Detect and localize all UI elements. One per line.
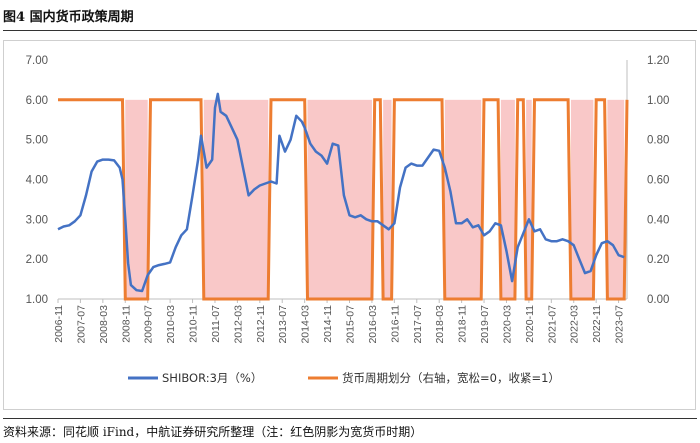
y-right-tick-label: 0.40: [647, 214, 669, 226]
loose-period-band: [125, 99, 148, 299]
y-right-tick-label: 0.00: [647, 294, 669, 306]
shibor-3m-line: [57, 92, 625, 293]
top-rule: [3, 30, 697, 31]
figure-title: 图4 国内货币政策周期: [3, 10, 134, 25]
loose-period-band: [607, 99, 625, 299]
legend-label-shibor: SHIBOR:3月（%）: [162, 371, 262, 385]
x-tick-label: 2008-11: [120, 305, 132, 343]
x-tick-label: 2016-11: [389, 305, 401, 343]
loose-period-band: [383, 99, 392, 299]
x-tick-label: 2014-11: [322, 305, 334, 343]
y-left-tick-label: 1.00: [26, 294, 48, 306]
x-tick-label: 2019-07: [479, 305, 491, 344]
x-tick-label: 2022-11: [591, 305, 603, 343]
x-tick-label: 2021-07: [546, 305, 558, 344]
y-right-tick-label: 0.20: [647, 254, 669, 266]
series-lines: [57, 92, 629, 301]
y-left-tick-label: 4.00: [26, 175, 48, 187]
legend-label-cycle: 货币周期划分（右轴，宽松=0，收紧=1）: [342, 371, 560, 385]
loose-period-band: [526, 99, 532, 299]
x-tick-label: 2014-03: [300, 305, 312, 344]
x-tick-label: 2022-03: [569, 305, 581, 344]
x-tick-label: 2017-07: [412, 305, 424, 344]
y-right-tick-label: 0.60: [647, 175, 669, 187]
tick-labels: 1.00 2.00 3.00 4.00 5.00 6.00 7.00 0.00 0.20 0.40…: [26, 55, 670, 344]
x-tick-label: 2018-11: [457, 305, 469, 343]
x-tick-label: 2023-07: [614, 305, 626, 344]
y-right-tick-label: 1.00: [647, 95, 669, 107]
x-tick-label: 2010-11: [188, 305, 200, 343]
y-left-tick-label: 5.00: [26, 135, 48, 147]
x-tick-label: 2009-07: [143, 305, 155, 344]
bottom-rule: [3, 418, 697, 419]
y-right-tick-label: 1.20: [647, 55, 669, 67]
y-left-tick-label: 7.00: [26, 55, 48, 67]
x-tick-label: 2020-11: [524, 305, 536, 343]
x-tick-label: 2018-03: [434, 305, 446, 344]
x-tick-label: 2007-07: [75, 305, 87, 344]
x-tick-label: 2012-11: [255, 305, 267, 343]
x-tick-label: 2006-11: [53, 305, 65, 343]
x-tick-label: 2010-03: [165, 305, 177, 344]
legend: SHIBOR:3月（%） 货币周期划分（右轴，宽松=0，收紧=1）: [128, 371, 560, 385]
y-left-tick-label: 3.00: [26, 214, 48, 226]
x-tick-label: 2020-03: [501, 305, 513, 344]
loose-period-band: [444, 99, 482, 299]
x-tick-label: 2008-03: [98, 305, 110, 344]
y-right-tick-label: 0.80: [647, 135, 669, 147]
x-tick-label: 2011-07: [210, 305, 222, 343]
x-tick-label: 2013-07: [277, 305, 289, 344]
y-left-tick-label: 2.00: [26, 254, 48, 266]
policy-cycle-line: [58, 98, 629, 301]
x-tick-label: 2016-03: [367, 305, 379, 344]
x-tick-label: 2015-07: [345, 305, 357, 344]
source-note: 资料来源：同花顺 iFind，中航证券研究所整理（注：红色阴影为宽货币时期）: [3, 425, 423, 439]
x-tick-label: 2012-03: [232, 305, 244, 344]
chart-frame: [3, 40, 696, 410]
y-left-tick-label: 6.00: [26, 95, 48, 107]
loose-period-band: [500, 99, 515, 299]
loose-period-band: [307, 99, 372, 299]
